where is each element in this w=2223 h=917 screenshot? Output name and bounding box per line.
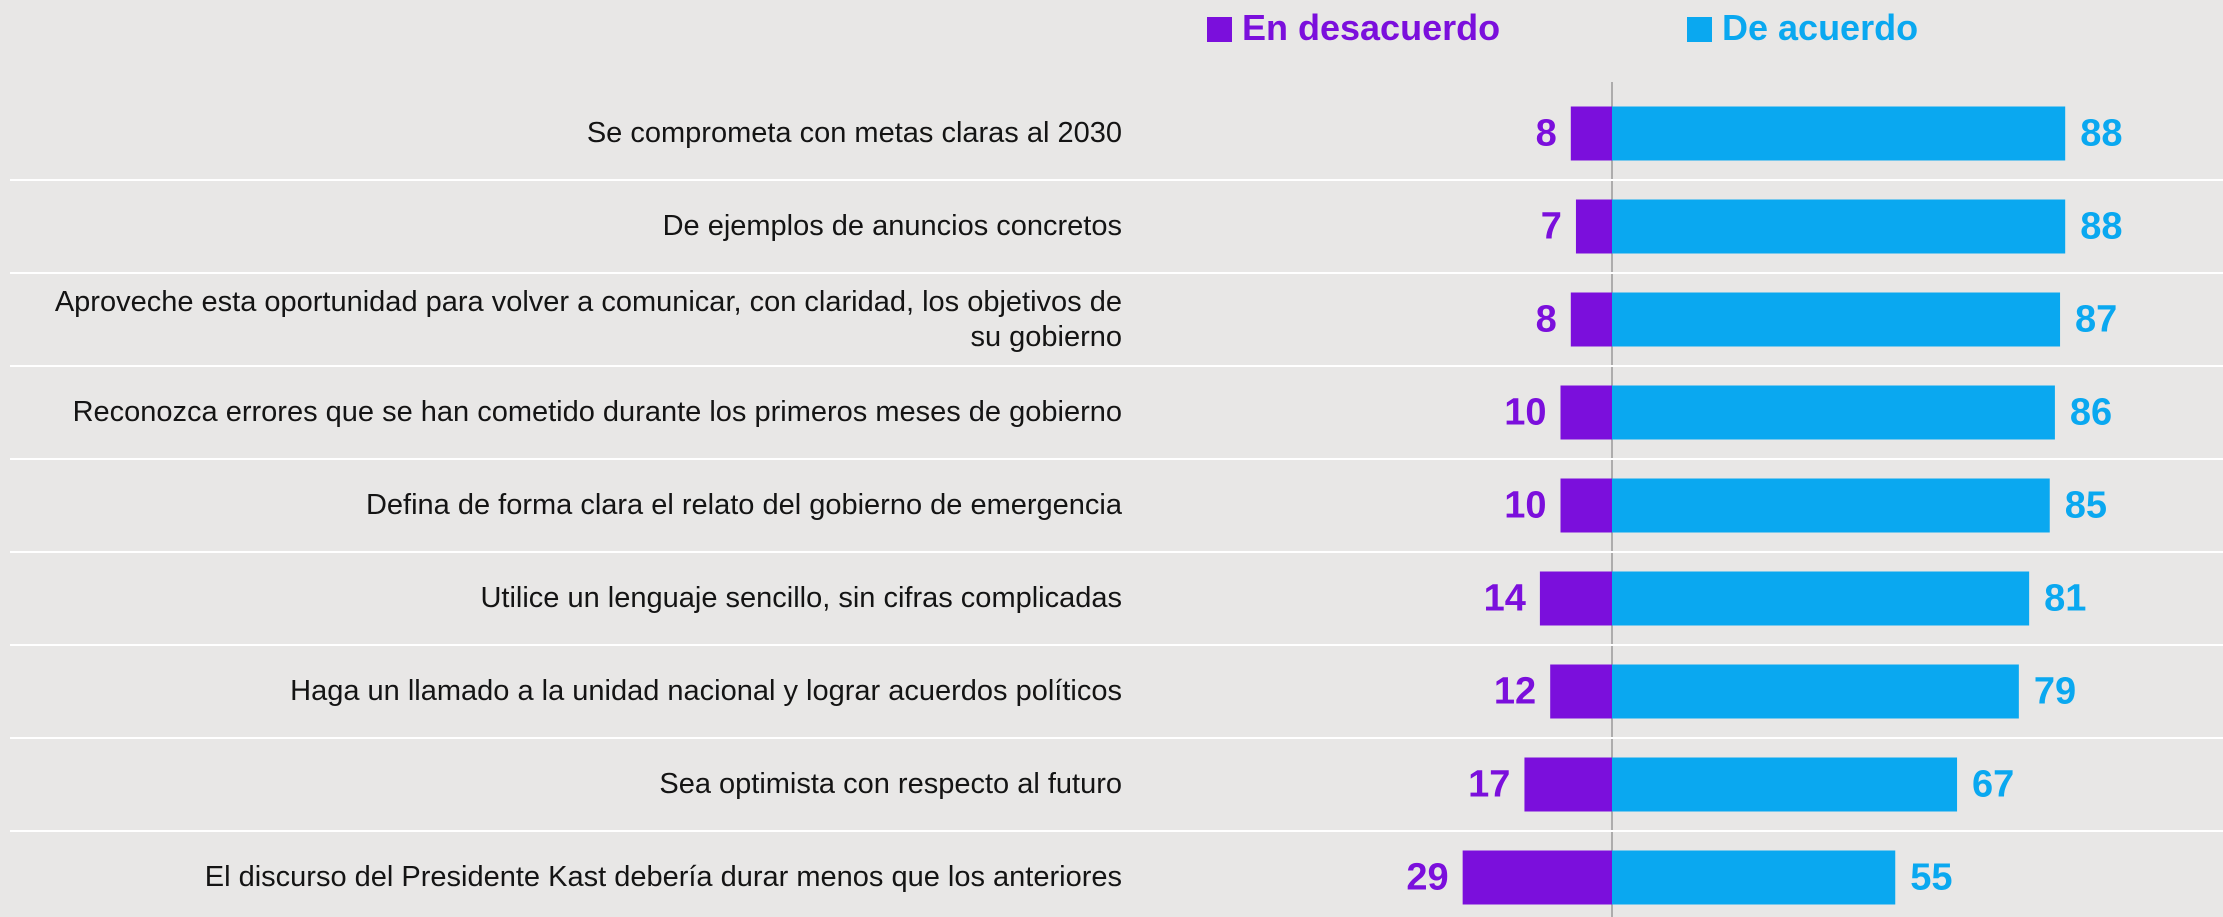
value-label: 7 bbox=[1541, 206, 1562, 248]
bar bbox=[1612, 850, 1896, 905]
value-label: 8 bbox=[1536, 299, 1557, 341]
bar bbox=[1612, 571, 2030, 626]
category-label: Aproveche esta oportunidad para volver a… bbox=[54, 285, 1122, 353]
legend-label: En desacuerdo bbox=[1242, 7, 1501, 48]
bar bbox=[1560, 478, 1612, 533]
legend-label: De acuerdo bbox=[1722, 7, 1919, 48]
legend-item: De acuerdo bbox=[1687, 8, 1918, 48]
bar bbox=[1612, 106, 2066, 161]
bar bbox=[1524, 757, 1612, 812]
category-label: Sea optimista con respecto al futuro bbox=[659, 768, 1122, 800]
legend-item: En desacuerdo bbox=[1207, 8, 1500, 48]
value-label: 55 bbox=[1910, 857, 1952, 899]
value-label: 88 bbox=[2080, 113, 2122, 155]
value-label: 86 bbox=[2070, 392, 2112, 434]
bar bbox=[1612, 478, 2050, 533]
value-label: 29 bbox=[1406, 857, 1448, 899]
category-label: Se comprometa con metas claras al 2030 bbox=[586, 117, 1122, 149]
bar bbox=[1462, 850, 1612, 905]
category-label: De ejemplos de anuncios concretos bbox=[662, 210, 1122, 242]
bar bbox=[1612, 292, 2061, 347]
value-label: 87 bbox=[2075, 299, 2117, 341]
legend-swatch bbox=[1207, 17, 1232, 42]
category-label: El discurso del Presidente Kast debería … bbox=[204, 861, 1122, 893]
value-label: 12 bbox=[1494, 671, 1536, 713]
bar bbox=[1570, 292, 1612, 347]
category-label: Reconozca errores que se han cometido du… bbox=[72, 396, 1122, 428]
bar bbox=[1550, 664, 1612, 719]
value-label: 14 bbox=[1484, 578, 1526, 620]
value-label: 8 bbox=[1536, 113, 1557, 155]
bar bbox=[1570, 106, 1612, 161]
value-label: 79 bbox=[2034, 671, 2076, 713]
bar bbox=[1612, 757, 1958, 812]
value-label: 67 bbox=[1972, 764, 2014, 806]
bar bbox=[1575, 199, 1612, 254]
value-label: 85 bbox=[2065, 485, 2107, 527]
bar bbox=[1612, 385, 2055, 440]
value-label: 10 bbox=[1504, 392, 1546, 434]
value-label: 81 bbox=[2044, 578, 2086, 620]
category-label: Defina de forma clara el relato del gobi… bbox=[365, 489, 1122, 521]
bar bbox=[1539, 571, 1612, 626]
bar bbox=[1560, 385, 1612, 440]
legend-swatch bbox=[1687, 17, 1712, 42]
value-label: 10 bbox=[1504, 485, 1546, 527]
category-label: Utilice un lenguaje sencillo, sin cifras… bbox=[480, 582, 1122, 614]
value-label: 17 bbox=[1468, 764, 1510, 806]
value-label: 88 bbox=[2080, 206, 2122, 248]
bar bbox=[1612, 199, 2066, 254]
bar bbox=[1612, 664, 2019, 719]
category-label: Haga un llamado a la unidad nacional y l… bbox=[290, 675, 1122, 707]
